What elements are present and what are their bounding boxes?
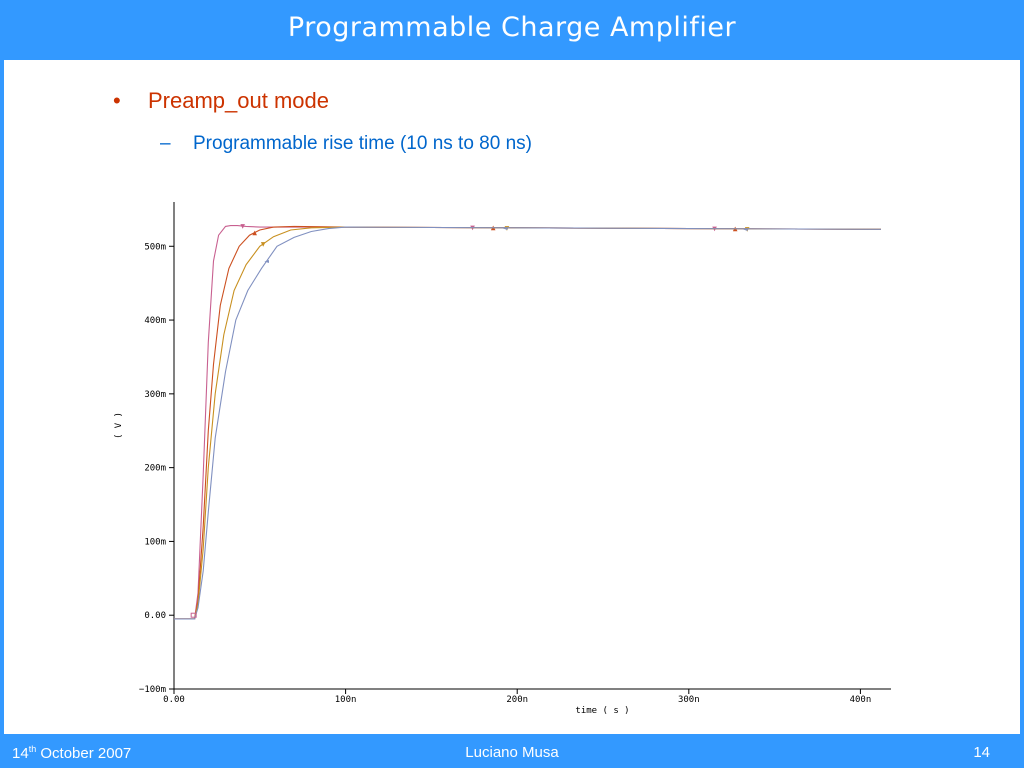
bullet-text: Preamp_out mode: [148, 88, 329, 113]
series-marker-1: ▼: [240, 223, 245, 230]
series-line-3: [174, 226, 882, 620]
series-line-2: [174, 225, 882, 620]
sub-bullet-text: Programmable rise time (10 ns to 80 ns): [193, 133, 532, 154]
series-marker-2: ▲: [252, 230, 257, 237]
series-marker-4: ◄: [264, 258, 269, 265]
footer-page-number: 14: [973, 744, 990, 761]
footer-author: Luciano Musa: [465, 744, 559, 761]
footer-date-rest: October 2007: [36, 745, 132, 762]
footer-date-suffix: th: [28, 744, 37, 754]
y-axis-title: ( V ): [114, 412, 124, 439]
slide-title: Programmable Charge Amplifier: [287, 12, 737, 43]
series-line-1: [174, 225, 882, 620]
y-tick-label: 0.00: [144, 611, 166, 621]
sub-bullet-dash: –: [160, 133, 171, 154]
x-tick-label: 0.00: [163, 695, 185, 705]
footer-date-day: 14: [12, 745, 29, 762]
bullet-dot: •: [113, 88, 121, 113]
footer-bar: 14th October 2007 Luciano Musa 14: [0, 734, 1024, 768]
x-tick-label: 100n: [335, 695, 357, 705]
y-tick-label: 200m: [144, 464, 166, 474]
x-tick-label: 200n: [506, 695, 528, 705]
start-marker: [190, 612, 197, 618]
series-line-4: [174, 226, 882, 620]
y-tick-label: −100m: [139, 685, 166, 695]
series-marker-3: ▼: [261, 241, 266, 248]
y-tick-label: 300m: [144, 390, 166, 400]
title-bar: [0, 0, 1024, 60]
x-tick-label: 400n: [850, 695, 872, 705]
x-axis-title: time ( s ): [575, 706, 629, 716]
frame-left: [0, 60, 4, 734]
x-tick-label: 300n: [678, 695, 700, 705]
y-tick-label: 500m: [144, 242, 166, 252]
series-marker-4: ◄: [743, 226, 748, 233]
y-tick-label: 400m: [144, 316, 166, 326]
y-tick-label: 100m: [144, 537, 166, 547]
series-marker-4: ◄: [503, 225, 508, 232]
frame-right: [1020, 60, 1024, 734]
footer-date: 14th October 2007: [12, 744, 131, 762]
